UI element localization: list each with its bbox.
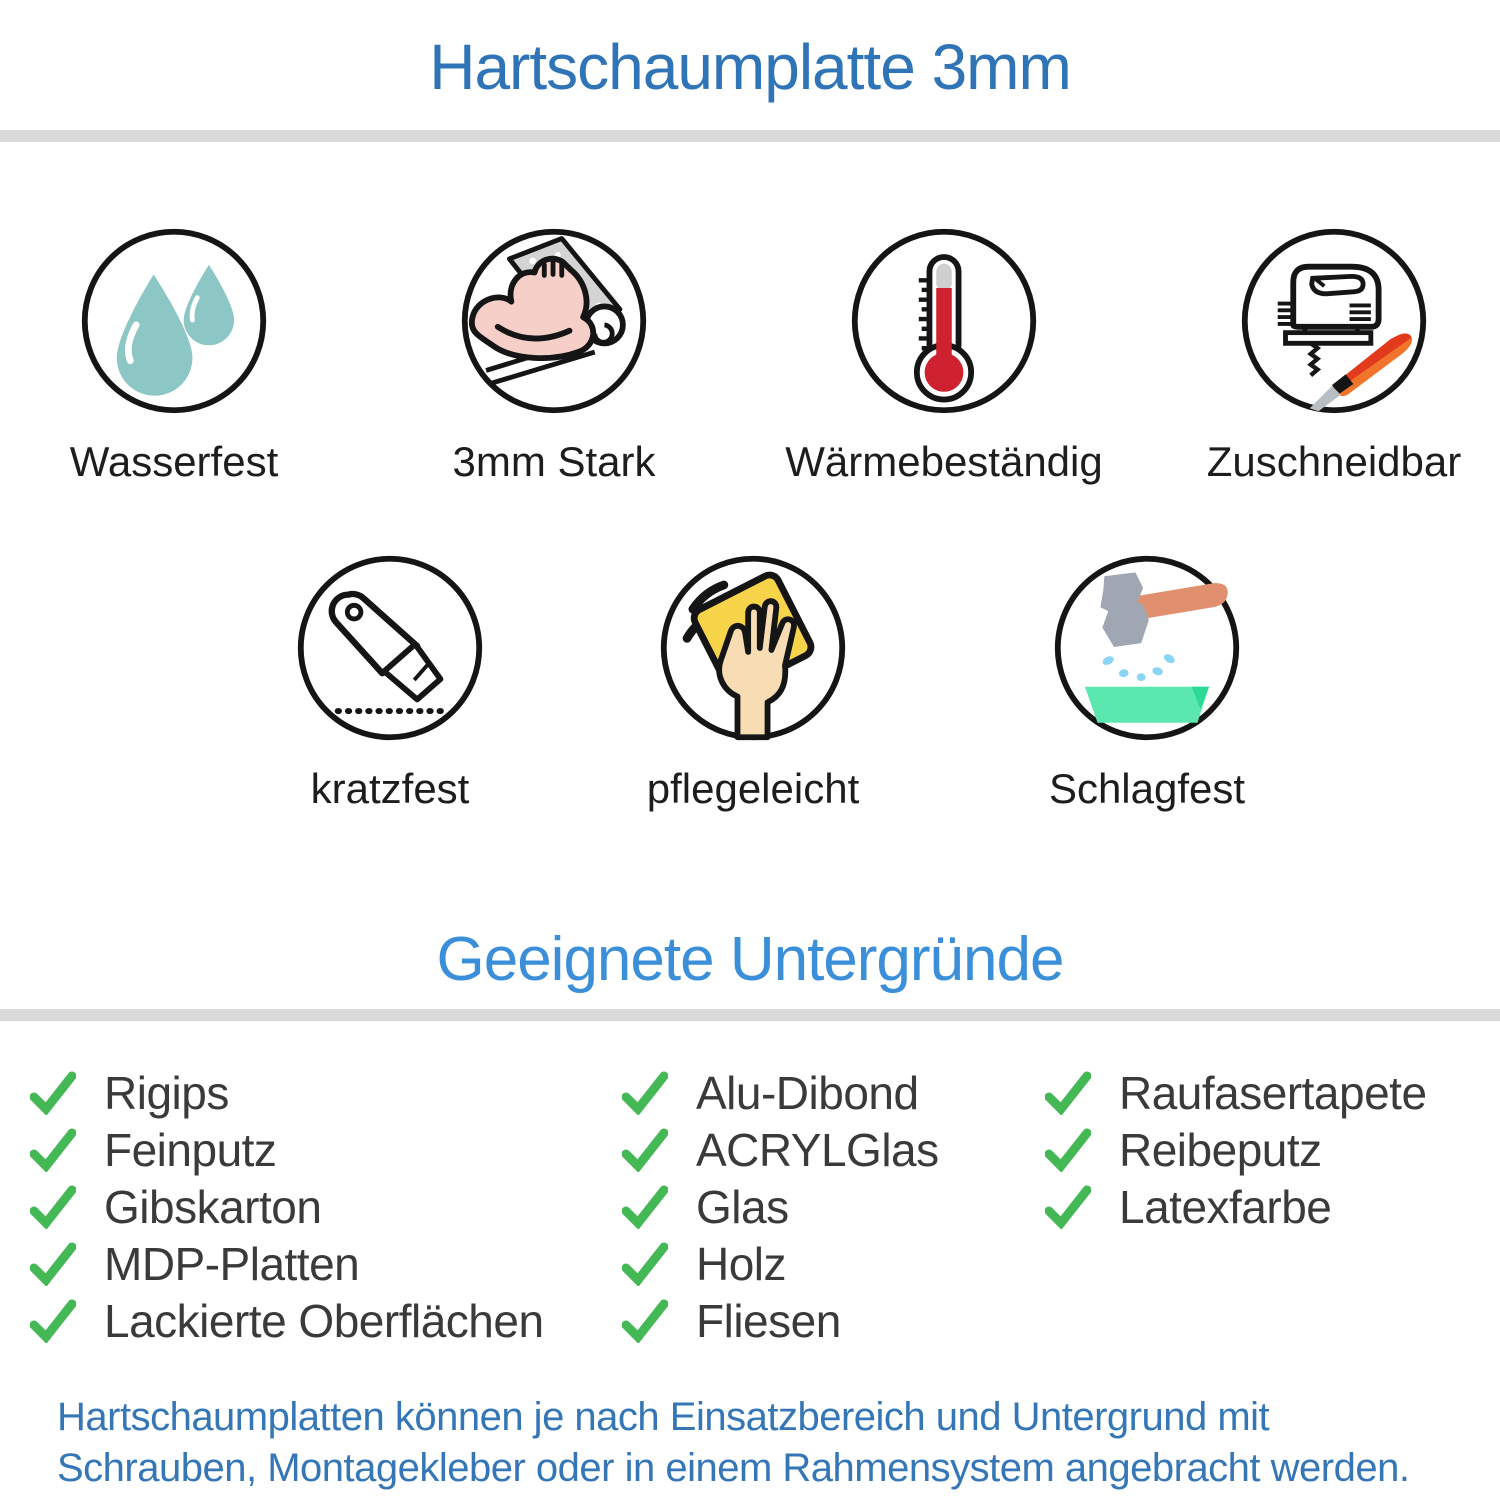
substrate-label: MDP-Platten — [104, 1237, 360, 1290]
substrate-label: Rigips — [104, 1066, 229, 1119]
list-item: Gibskarton — [30, 1178, 544, 1235]
feature-label: Zuschneidbar — [1206, 438, 1462, 485]
list-item: Alu-Dibond — [622, 1064, 939, 1121]
jigsaw-and-knife-icon — [1241, 228, 1427, 414]
green-checkmark-icon — [30, 1299, 76, 1343]
green-checkmark-icon — [30, 1071, 76, 1115]
feature-schlagfest: Schlagfest — [955, 551, 1339, 813]
feature-label: kratzfest — [310, 765, 470, 812]
green-checkmark-icon — [1045, 1185, 1091, 1229]
green-checkmark-icon — [30, 1242, 76, 1286]
list-item: MDP-Platten — [30, 1235, 544, 1292]
green-checkmark-icon — [1045, 1071, 1091, 1115]
list-item: Lackierte Oberflächen — [30, 1292, 544, 1349]
green-checkmark-icon — [622, 1071, 668, 1115]
list-item: Fliesen — [622, 1292, 939, 1349]
feature-zuschneidbar: Zuschneidbar — [1142, 224, 1500, 486]
substrate-label: Lackierte Oberflächen — [104, 1294, 544, 1347]
list-item: Feinputz — [30, 1121, 544, 1178]
feature-kratzfest: kratzfest — [198, 551, 582, 813]
water-drops-icon — [81, 228, 267, 414]
feature-label: Wasserfest — [69, 438, 279, 485]
mounting-note-line1: Hartschaumplatten können je nach Einsatz… — [57, 1395, 1270, 1439]
list-item: Latexfarbe — [1045, 1178, 1427, 1235]
substrate-label: Glas — [696, 1180, 789, 1233]
list-item: Rigips — [30, 1064, 544, 1121]
substrate-label: Holz — [696, 1237, 787, 1290]
substrate-column-3: Raufasertapete Reibeputz Latexfarbe — [1045, 1064, 1427, 1235]
substrate-column-1: Rigips Feinputz Gibskarton MDP-Platten L… — [30, 1064, 544, 1349]
feature-pflegeleicht: pflegeleicht — [561, 551, 945, 813]
green-checkmark-icon — [622, 1299, 668, 1343]
substrate-label: ACRYLGlas — [696, 1123, 939, 1176]
green-checkmark-icon — [1045, 1128, 1091, 1172]
green-checkmark-icon — [622, 1185, 668, 1229]
list-item: Reibeputz — [1045, 1121, 1427, 1178]
flexed-biceps-foam-roll-icon — [461, 228, 647, 414]
list-item: Raufasertapete — [1045, 1064, 1427, 1121]
page-title: Hartschaumplatte 3mm — [429, 31, 1072, 103]
section-title-untergruende: Geeignete Untergründe — [436, 925, 1064, 994]
green-checkmark-icon — [30, 1185, 76, 1229]
utility-knife-icon — [297, 555, 483, 741]
feature-waermebestaendig: Wärmebeständig — [752, 224, 1136, 486]
substrate-label: Latexfarbe — [1119, 1180, 1332, 1233]
feature-label: 3mm Stark — [452, 438, 656, 485]
substrate-label: Raufasertapete — [1119, 1066, 1427, 1119]
divider — [0, 130, 1500, 142]
mounting-note-line2: Schrauben, Montagekleber oder in einem R… — [57, 1446, 1410, 1490]
list-item: Glas — [622, 1178, 939, 1235]
substrate-label: Fliesen — [696, 1294, 841, 1347]
thermometer-icon — [851, 228, 1037, 414]
list-item: Holz — [622, 1235, 939, 1292]
substrate-label: Reibeputz — [1119, 1123, 1322, 1176]
feature-3mm-stark: 3mm Stark — [362, 224, 746, 486]
mounting-note: Hartschaumplatten können je nach Einsatz… — [57, 1392, 1410, 1494]
list-item: ACRYLGlas — [622, 1121, 939, 1178]
hand-wiping-cloth-icon — [660, 555, 846, 741]
feature-label: pflegeleicht — [646, 765, 860, 812]
substrate-label: Alu-Dibond — [696, 1066, 919, 1119]
divider — [0, 1009, 1500, 1021]
green-checkmark-icon — [622, 1242, 668, 1286]
feature-wasserfest: Wasserfest — [0, 224, 366, 486]
substrate-label: Feinputz — [104, 1123, 277, 1176]
green-checkmark-icon — [622, 1128, 668, 1172]
substrate-column-2: Alu-Dibond ACRYLGlas Glas Holz Fliesen — [622, 1064, 939, 1349]
green-checkmark-icon — [30, 1128, 76, 1172]
substrate-label: Gibskarton — [104, 1180, 322, 1233]
feature-label: Schlagfest — [1048, 765, 1246, 812]
hammer-impact-icon — [1054, 555, 1240, 741]
feature-label: Wärmebeständig — [785, 438, 1103, 485]
